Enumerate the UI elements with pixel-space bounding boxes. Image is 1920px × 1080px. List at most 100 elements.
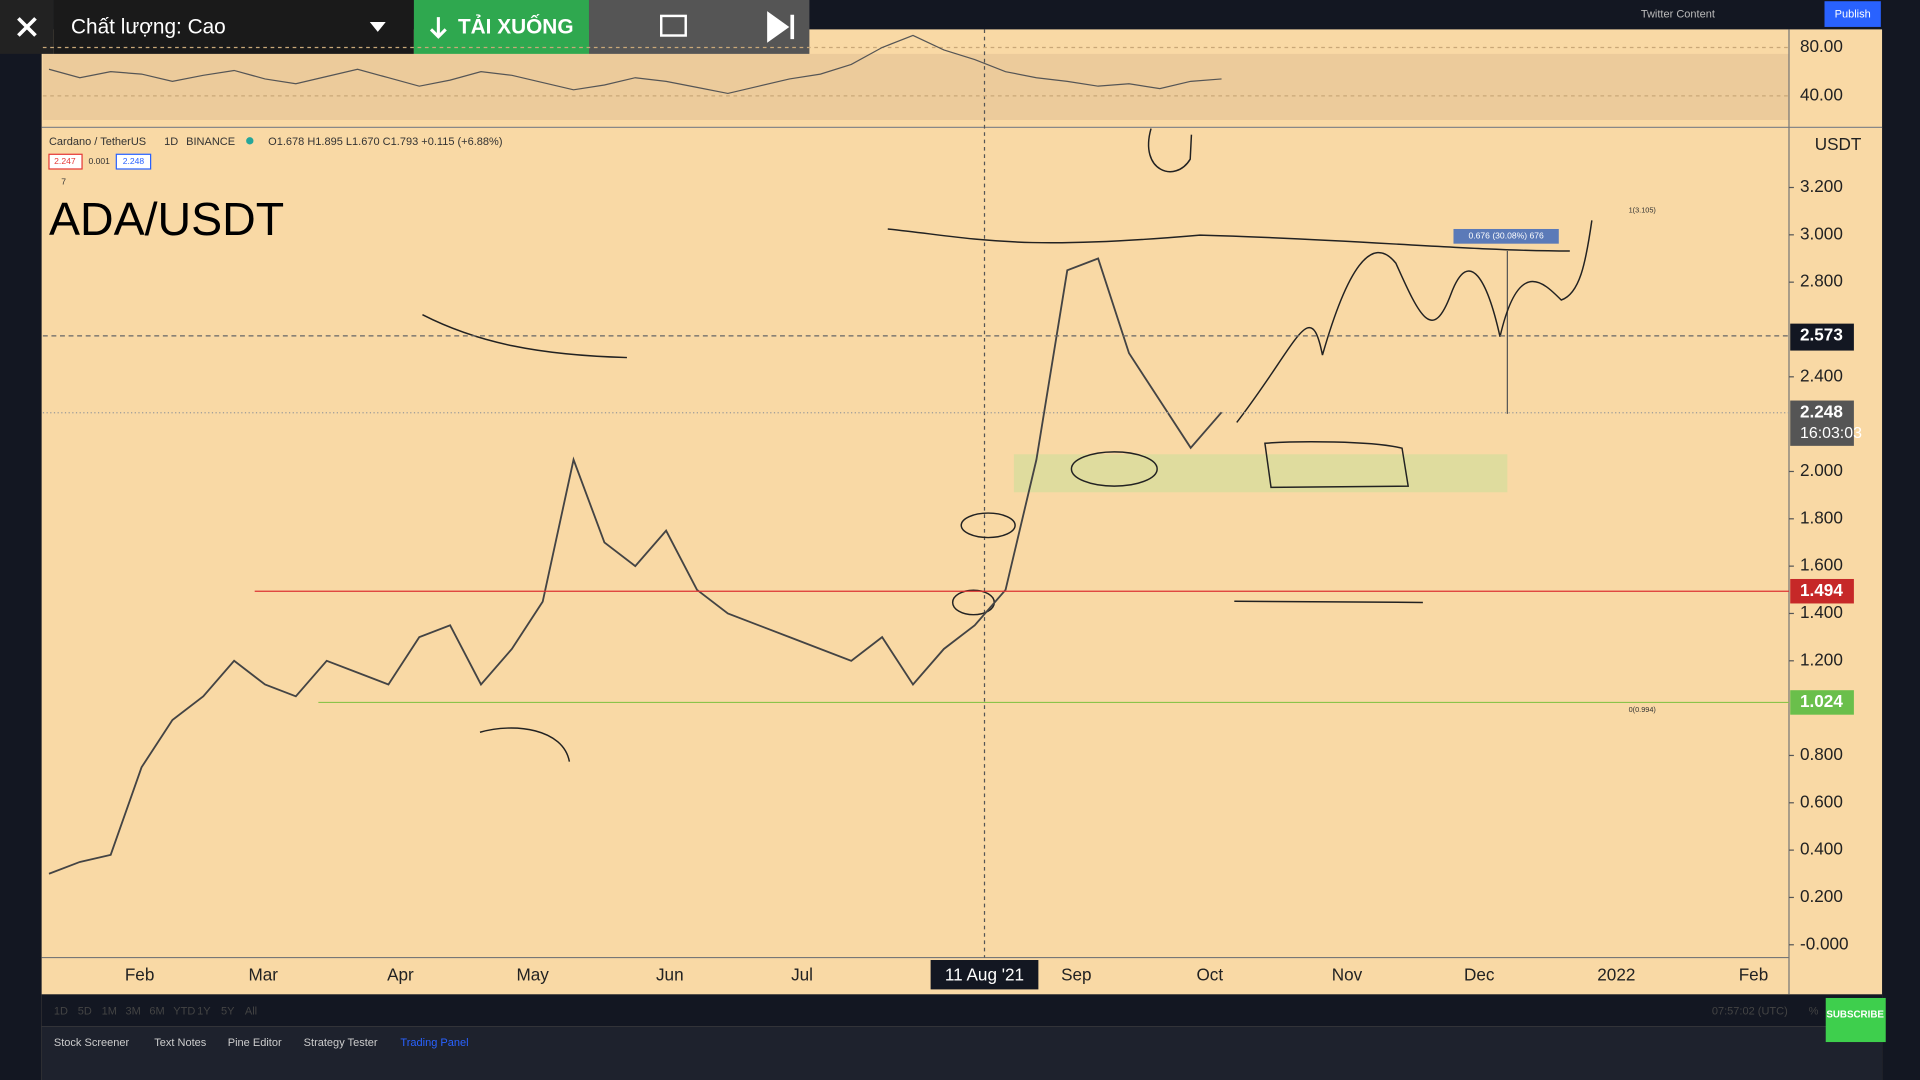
x-tick-label: Apr (387, 964, 414, 984)
support-zone (1013, 454, 1508, 493)
dropdown-arrow (369, 22, 386, 32)
interval: 1D (164, 136, 178, 148)
exchange: BINANCE (186, 136, 235, 148)
y-tick-label: 2.400 (1800, 365, 1843, 385)
subscribe-button[interactable] (1825, 997, 1886, 1043)
currency: USDT (1815, 134, 1862, 154)
measure-label: 0.676 (30.08%) 676 (1469, 231, 1544, 241)
x-tick-label: May (516, 964, 549, 984)
price-badge (1790, 578, 1854, 604)
y-tick-label: 0.200 (1800, 886, 1843, 906)
countdown: 16:03:03 (1800, 425, 1862, 442)
y-tick-label: 1.200 (1800, 649, 1843, 669)
y-tick-label: 3.200 (1800, 176, 1843, 196)
y-tick-label: 1.600 (1800, 555, 1843, 575)
price-badge-label: 1.494 (1800, 580, 1843, 600)
tabs-bar (41, 1026, 1883, 1080)
publish-button[interactable] (1824, 1, 1881, 27)
x-tick-label: Jul (791, 964, 813, 984)
timeframe[interactable]: 5D (78, 1005, 92, 1017)
y-tick-label: 1.400 (1800, 602, 1843, 622)
y-tick-label: -0.000 (1800, 933, 1849, 953)
price-badge-label: 2.248 (1800, 401, 1843, 421)
y-tick-label: 0.400 (1800, 839, 1843, 859)
y-tick-label: 2.800 (1800, 271, 1843, 291)
fib-bottom: 0(0.994) (1629, 705, 1656, 714)
tab[interactable]: Stock Screener (54, 1037, 130, 1049)
download-icon (429, 17, 447, 39)
tab[interactable]: Pine Editor (228, 1037, 282, 1049)
spread: 0.001 (88, 156, 110, 166)
x-tick-label: 2022 (1597, 964, 1635, 984)
subscribe-label: SUBSCRIBE (1826, 1010, 1884, 1021)
rsi-band (42, 53, 1789, 121)
download-label: TẢI XUỐNG (458, 15, 574, 39)
publish-label: Publish (1835, 9, 1871, 21)
x-tick-label: Oct (1196, 964, 1223, 984)
y-tick-label: 2.000 (1800, 460, 1843, 480)
x-tick-label: Sep (1061, 964, 1091, 984)
download-button[interactable] (413, 0, 589, 54)
symbol: Cardano / TetherUS (49, 136, 146, 148)
indicator-count[interactable]: 7 (61, 177, 66, 187)
rsi-tick-label: 80.00 (1800, 36, 1843, 56)
tab[interactable]: Strategy Tester (304, 1037, 378, 1049)
quality-label: Chất lượng: Cao (71, 16, 226, 39)
y-tick-label: 3.000 (1800, 223, 1843, 243)
layout-name[interactable]: Twitter Content (1641, 9, 1715, 21)
x-tick-label: Dec (1464, 964, 1495, 984)
ohlc: O1.678 H1.895 L1.670 C1.793 +0.115 (+6.8… (268, 136, 502, 148)
timeframe[interactable]: 1Y (197, 1005, 211, 1017)
rsi-tick-label: 40.00 (1800, 84, 1843, 104)
price-line (48, 257, 1223, 875)
price-badge (1790, 323, 1854, 351)
timeframe[interactable]: 6M (149, 1005, 164, 1017)
big-title: ADA/USDT (49, 193, 284, 245)
clock: 07:57:02 (UTC) (1712, 1005, 1788, 1017)
timeframe[interactable]: All (245, 1005, 257, 1017)
next-icon (767, 11, 795, 43)
bottom-toolbar (41, 994, 1883, 1027)
timeframe[interactable]: 3M (126, 1005, 141, 1017)
status-dot (246, 137, 254, 145)
tab[interactable]: Trading Panel (400, 1037, 468, 1049)
timeframe[interactable]: 1D (54, 1005, 68, 1017)
price-badge (1790, 690, 1854, 715)
x-tick-label: Jun (656, 964, 684, 984)
x-tick-label: Nov (1332, 964, 1363, 984)
quality-select[interactable] (53, 0, 414, 54)
x-tick-label: Feb (1739, 964, 1769, 984)
y-tick-label: 0.800 (1800, 744, 1843, 764)
pip-icon (660, 14, 687, 37)
rsi-line (48, 34, 1222, 95)
measure-box (1453, 228, 1559, 244)
fib-top: 1(3.105) (1629, 206, 1656, 215)
timeframe[interactable]: 5Y (221, 1005, 235, 1017)
timeframe[interactable]: YTD (173, 1005, 195, 1017)
percent-toggle[interactable]: % (1809, 1005, 1819, 1017)
sell-price: 2.247 (54, 156, 76, 166)
x-tick-label: Feb (125, 964, 155, 984)
price-badge-label: 2.573 (1800, 324, 1843, 344)
close-icon (17, 17, 37, 37)
sell-box[interactable] (48, 153, 83, 170)
x-tick-label: Mar (249, 964, 279, 984)
buy-price: 2.248 (123, 156, 145, 166)
left-toolbar (0, 29, 42, 1080)
y-tick-label: 1.800 (1800, 507, 1843, 527)
right-toolbar (1882, 0, 1920, 1080)
plot: 3.200 3.000 2.800 2.400 2.000 1.800 1.600 1.400… (42, 34, 1886, 1049)
crosshair-date-box (930, 960, 1039, 990)
drawings (422, 128, 1593, 762)
tab[interactable]: Text Notes (154, 1037, 207, 1049)
price-badge-label: 1.024 (1800, 691, 1843, 711)
price-badge (1790, 400, 1854, 446)
y-tick-label: 0.600 (1800, 791, 1843, 811)
crosshair-date: 11 Aug '21 (945, 964, 1024, 984)
buy-box[interactable] (115, 153, 152, 170)
timeframe[interactable]: 1M (102, 1005, 117, 1017)
